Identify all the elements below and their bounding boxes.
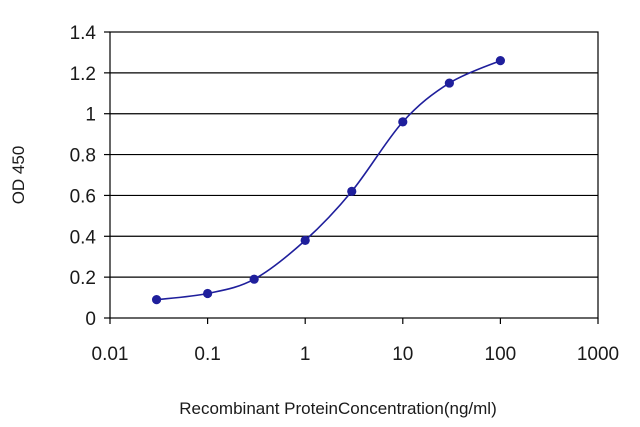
x-tick-label: 1 — [300, 344, 311, 365]
data-point — [398, 117, 408, 127]
x-tick-label: 100 — [485, 344, 517, 365]
y-gridlines — [110, 72, 598, 278]
data-point — [495, 56, 505, 66]
x-tick-label: 1000 — [577, 344, 619, 365]
data-point — [203, 288, 213, 299]
data-point — [151, 295, 162, 305]
y-axis-ticks: 0 0.2 0.4 0.6 0.8 1 1.2 1.4 — [70, 23, 110, 330]
y-tick-label: 1.2 — [70, 64, 96, 85]
x-tick-label: 0.1 — [194, 344, 220, 365]
x-axis-ticks: 0.01 0.1 1 10 100 1000 — [92, 318, 619, 365]
x-tick-label: 0.01 — [92, 344, 129, 365]
y-tick-label: 0.4 — [70, 227, 97, 248]
data-point — [347, 186, 357, 196]
data-point — [444, 78, 454, 88]
series-points — [151, 56, 505, 305]
y-tick-label: 0 — [85, 309, 96, 330]
x-tick-label: 10 — [392, 344, 413, 365]
y-tick-label: 0.6 — [70, 186, 96, 207]
x-axis-title: Recombinant ProteinConcentration(ng/ml) — [179, 399, 497, 418]
series-curve — [156, 59, 501, 301]
y-tick-label: 1 — [85, 105, 96, 126]
y-tick-label: 1.4 — [70, 23, 97, 44]
y-axis-title: OD 450 — [9, 146, 28, 205]
data-point — [249, 274, 259, 284]
data-point — [300, 235, 310, 245]
y-tick-label: 0.8 — [70, 146, 96, 167]
plot-area — [109, 31, 599, 319]
y-tick-label: 0.2 — [70, 268, 96, 289]
